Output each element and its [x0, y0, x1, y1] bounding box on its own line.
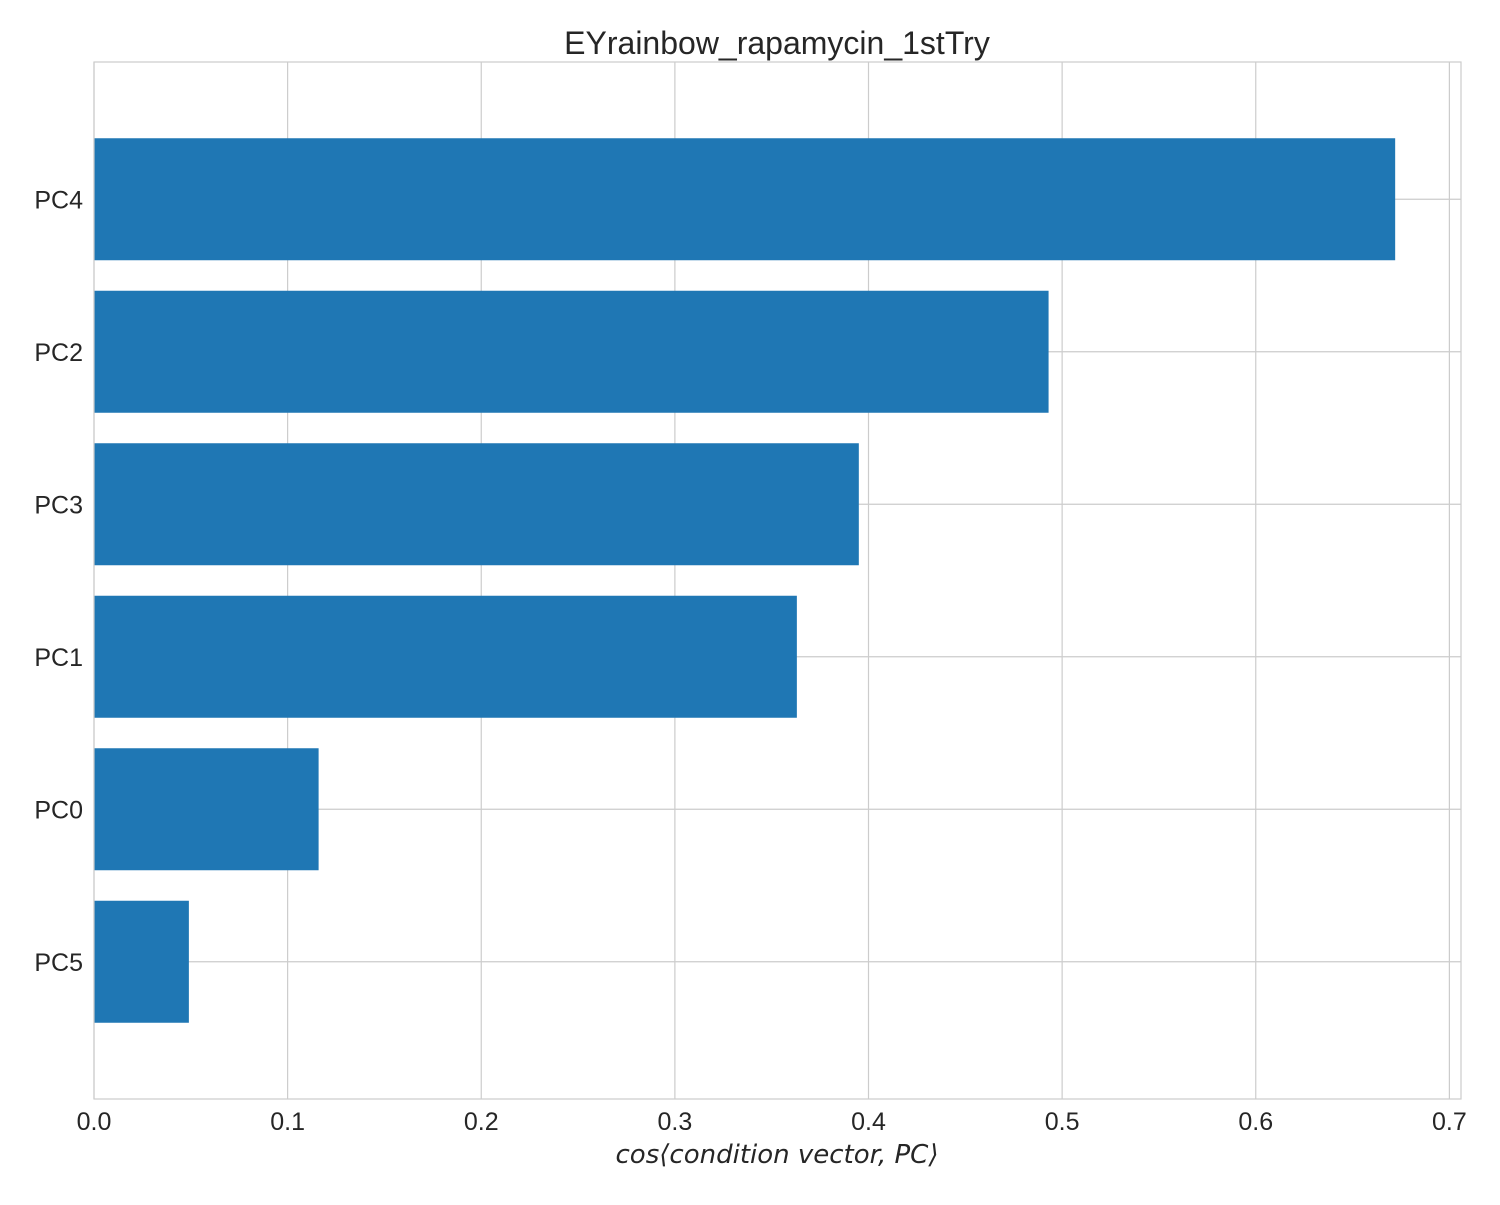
bar-pc3 [94, 443, 859, 566]
y-tick-label: PC4 [34, 186, 83, 214]
y-tick-label: PC0 [34, 796, 83, 824]
bars [94, 138, 1396, 1023]
y-tick-label: PC5 [34, 949, 83, 977]
x-axis-label: cos⟨condition vector, PC⟩ [616, 1140, 939, 1170]
y-tick-label: PC3 [34, 491, 83, 519]
bar-pc0 [94, 748, 319, 871]
x-tick-label: 0.4 [851, 1108, 886, 1136]
bar-pc4 [94, 138, 1396, 261]
x-tick-label: 0.1 [270, 1108, 305, 1136]
x-tick-label: 0.0 [77, 1108, 112, 1136]
x-tick-label: 0.7 [1432, 1108, 1467, 1136]
chart-title: EYrainbow_rapamycin_1stTry [564, 25, 990, 61]
axes-frame [93, 61, 1462, 1100]
y-tick-label: PC1 [34, 644, 83, 672]
x-tick-label: 0.2 [464, 1108, 499, 1136]
bar-pc5 [94, 900, 189, 1023]
x-tick-label: 0.6 [1238, 1108, 1273, 1136]
y-tick-labels: PC4 PC2 PC3 PC1 PC0 PC5 [34, 186, 83, 977]
x-tick-labels: 0.0 0.1 0.2 0.3 0.4 0.5 0.6 0.7 [77, 1108, 1467, 1136]
x-tick-label: 0.5 [1045, 1108, 1080, 1136]
bar-pc2 [94, 290, 1049, 413]
x-tick-label: 0.3 [657, 1108, 692, 1136]
plot-border [93, 61, 1462, 1100]
bar-pc1 [94, 595, 797, 718]
y-tick-label: PC2 [34, 339, 83, 367]
